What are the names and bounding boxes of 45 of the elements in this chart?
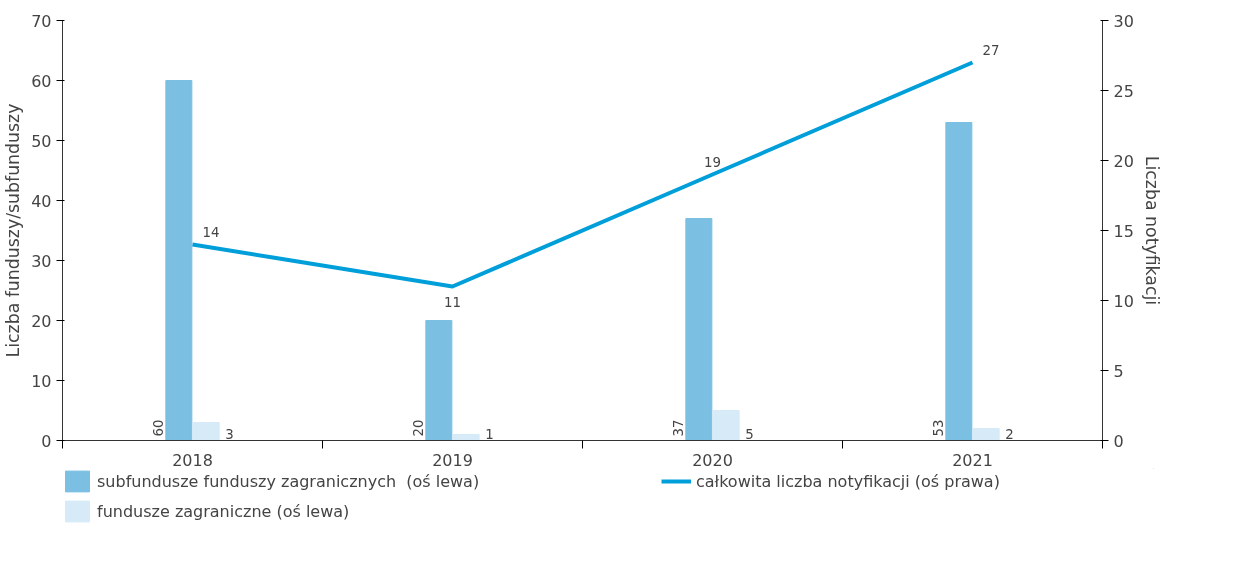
bar xyxy=(452,434,480,441)
x-tick-label: 2018 xyxy=(172,450,213,470)
data-label: 27 xyxy=(982,42,1000,58)
y-tick-label: 50 xyxy=(31,131,52,151)
y2-tick-label: 5 xyxy=(1113,361,1124,381)
bar xyxy=(425,320,453,441)
data-label: 60 xyxy=(151,419,167,437)
data-label: 14 xyxy=(202,224,220,240)
y2-tick-label: 0 xyxy=(1113,431,1124,451)
data-label: 20 xyxy=(411,419,427,437)
data-label: 1 xyxy=(485,426,494,442)
y2-tick-label: 15 xyxy=(1113,221,1134,241)
y-tick-label: 70 xyxy=(31,11,52,31)
y2-tick-label: 20 xyxy=(1113,151,1134,171)
data-label: 11 xyxy=(444,294,461,310)
data-label: 19 xyxy=(704,154,721,170)
legend-label: fundusze zagraniczne (oś lewa) xyxy=(97,501,351,521)
bar xyxy=(685,218,713,441)
x-tick-label: 2019 xyxy=(432,450,473,470)
x-tick-label: 2021 xyxy=(952,450,993,470)
legend-label: subfundusze funduszy zagranicznych (oś lewa) xyxy=(97,471,481,491)
y-tick-label: 40 xyxy=(31,191,52,211)
data-label: 5 xyxy=(745,426,754,442)
y-tick-label: 10 xyxy=(31,371,52,391)
y2-tick-label: 10 xyxy=(1113,291,1134,311)
y2-axis-title: Liczba notyfikacji xyxy=(1141,155,1162,306)
y2-tick-label: 30 xyxy=(1113,11,1134,31)
bar xyxy=(192,422,220,441)
y-tick-label: 0 xyxy=(41,431,52,451)
data-label: 2 xyxy=(1005,426,1014,442)
y-tick-label: 30 xyxy=(31,251,52,271)
data-label: 3 xyxy=(225,426,234,442)
y-tick-label: 60 xyxy=(31,71,52,91)
y-tick-label: 20 xyxy=(31,311,52,331)
bar xyxy=(972,428,1000,441)
data-label: 53 xyxy=(931,419,947,437)
bar xyxy=(165,80,193,441)
data-label: 37 xyxy=(671,419,687,437)
y2-tick-label: 25 xyxy=(1113,81,1134,101)
bar xyxy=(945,122,973,441)
x-tick-label: 2020 xyxy=(692,450,733,470)
y-axis-title: Liczba funduszy/subfunduszy xyxy=(3,103,24,358)
legend-label: całkowita liczba notyfikacji (oś prawa) xyxy=(696,471,1001,491)
bar xyxy=(712,410,740,441)
line-series xyxy=(190,60,975,289)
